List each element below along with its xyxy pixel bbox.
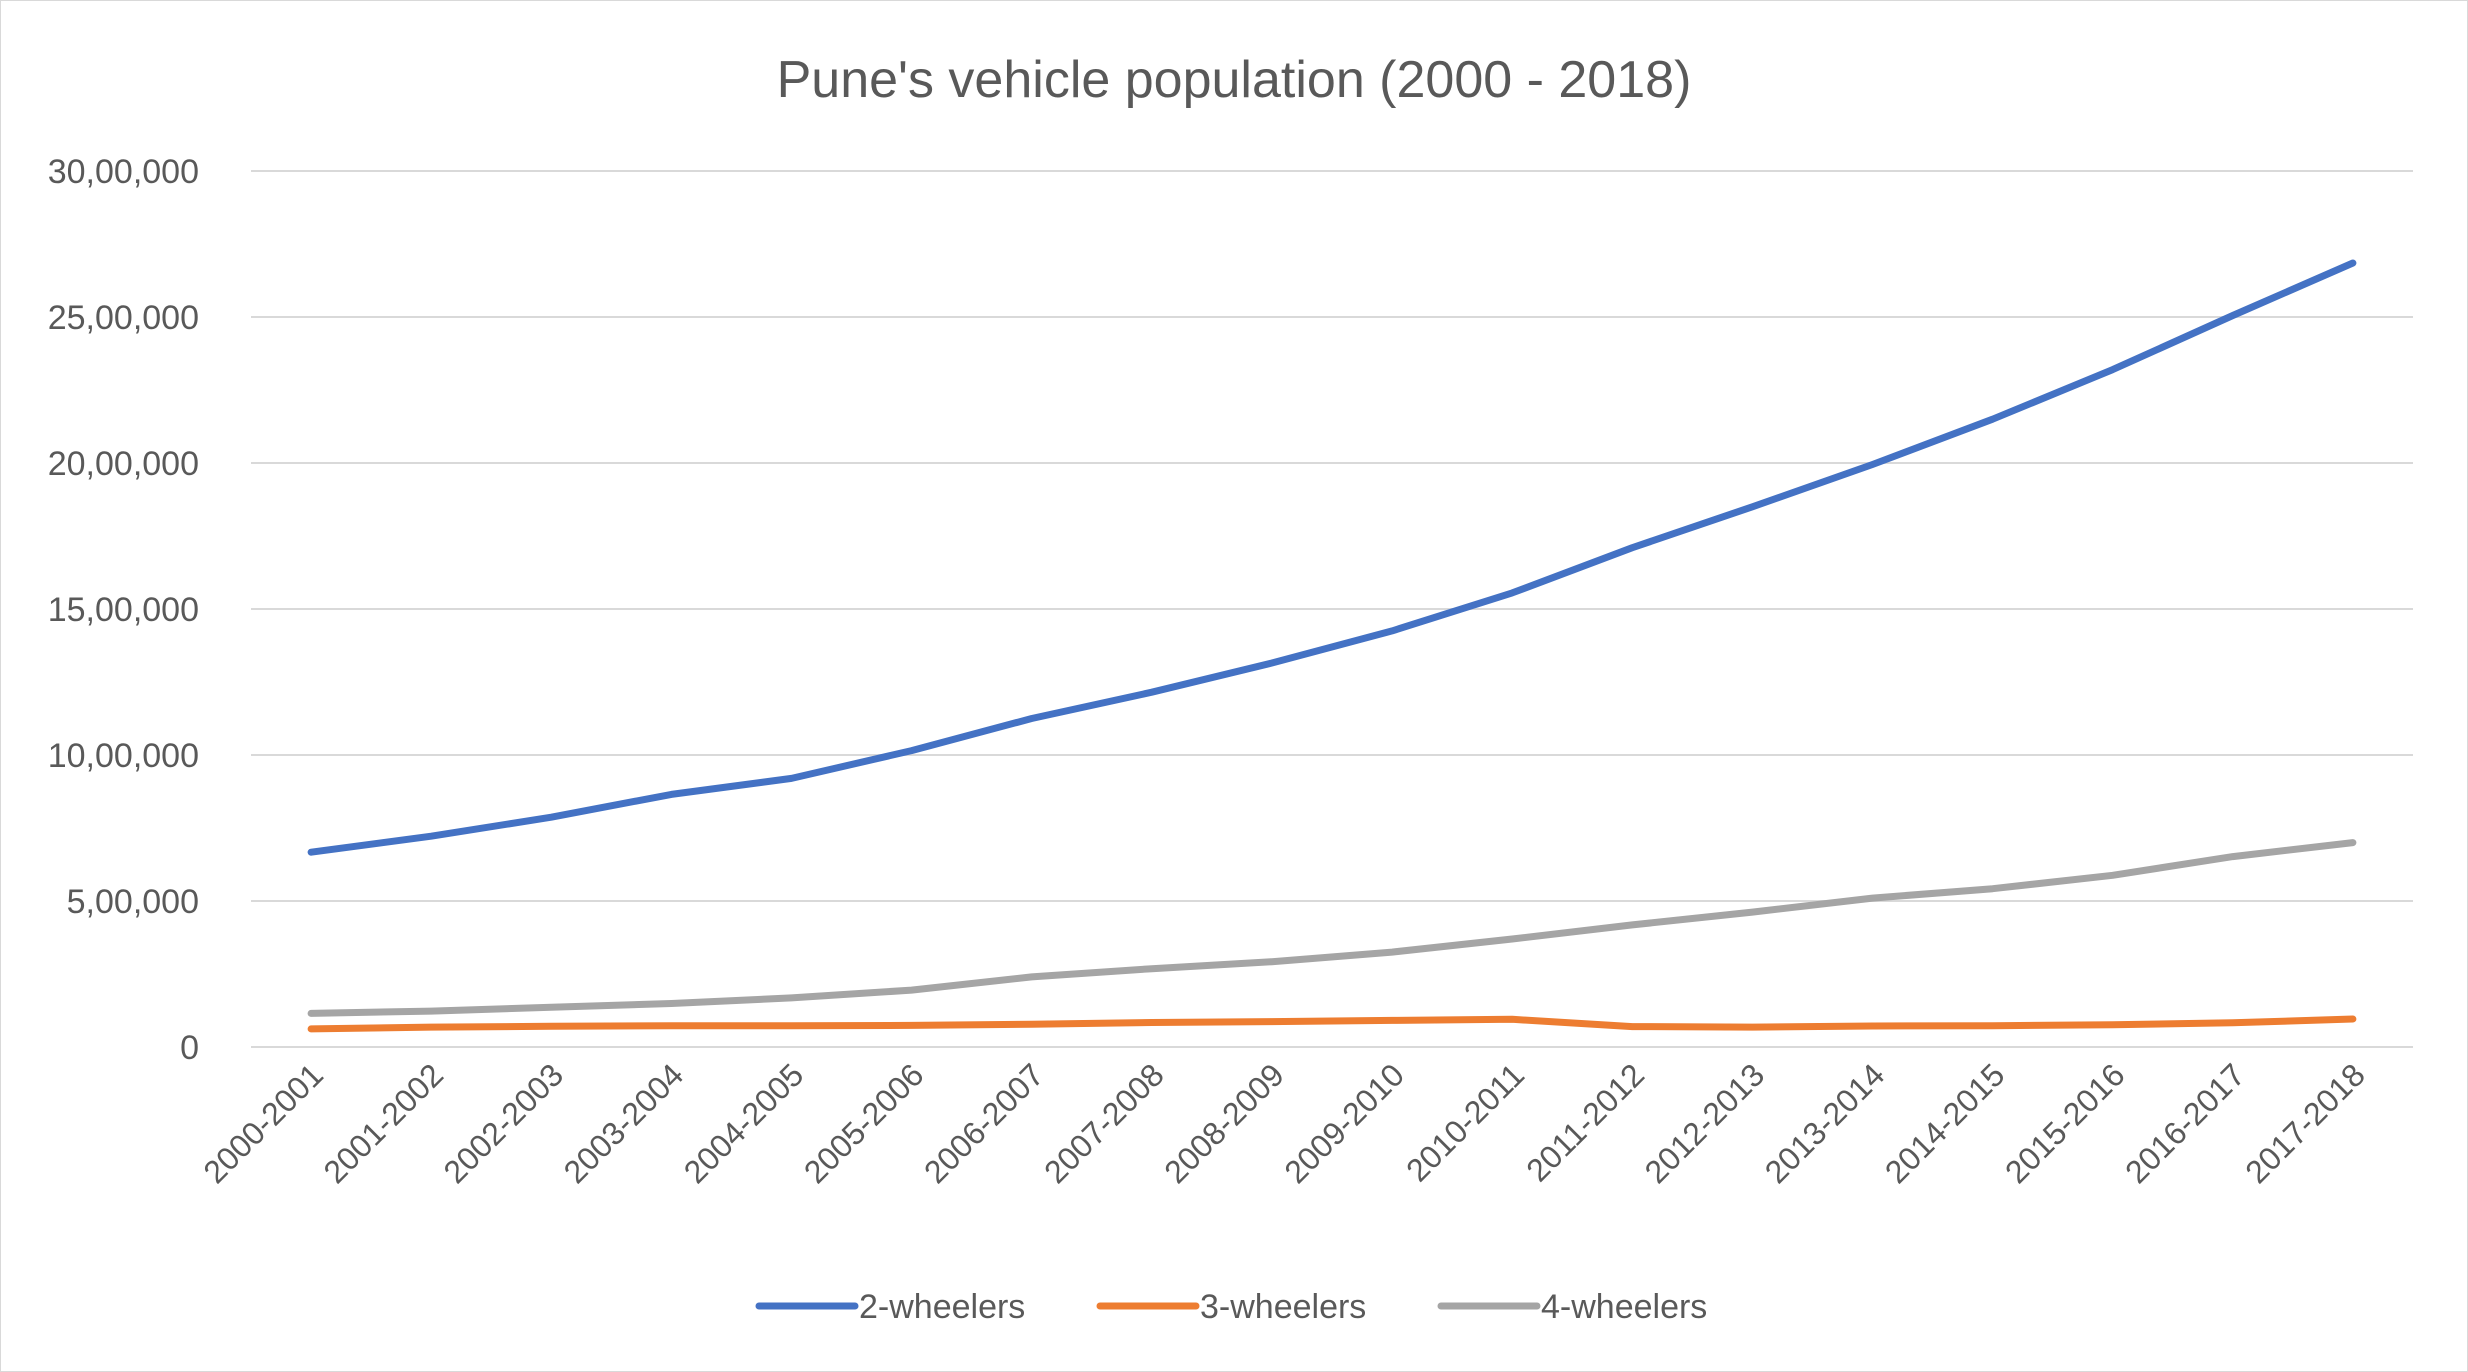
- x-tick-label: 2004-2005: [677, 1056, 811, 1190]
- x-tick-label: 2002-2003: [437, 1056, 571, 1190]
- x-tick-label: 2012-2013: [1638, 1056, 1772, 1190]
- y-tick-label: 5,00,000: [67, 883, 199, 921]
- y-tick-label: 20,00,000: [48, 445, 199, 483]
- x-tick-label: 2000-2001: [196, 1056, 330, 1190]
- x-tick-label: 2007-2008: [1037, 1056, 1171, 1190]
- x-tick-label: 2010-2011: [1399, 1056, 1531, 1188]
- x-tick-label: 2013-2014: [1758, 1056, 1892, 1190]
- x-tick-label: 2014-2015: [1878, 1056, 2012, 1190]
- chart-title: Pune's vehicle population (2000 - 2018): [777, 51, 1692, 109]
- x-tick-label: 2017-2018: [2238, 1056, 2372, 1190]
- x-axis-tick-labels: 2000-20012001-20022002-20032003-20042004…: [196, 1056, 2372, 1190]
- series-line-2-wheelers: [307, 259, 2357, 856]
- y-axis-tick-labels: 0 5,00,000 10,00,000 15,00,000 20,00,000 25,0…: [48, 153, 199, 1067]
- legend-label: 4-wheelers: [1541, 1288, 1707, 1326]
- series-line-4-wheelers: [307, 839, 2357, 1017]
- x-tick-label: 2016-2017: [2118, 1056, 2252, 1190]
- y-tick-label: 10,00,000: [48, 737, 199, 775]
- x-tick-label: 2015-2016: [1998, 1056, 2132, 1190]
- legend-label: 2-wheelers: [859, 1288, 1025, 1326]
- x-tick-label: 2003-2004: [557, 1056, 691, 1190]
- x-tick-label: 2005-2006: [797, 1056, 931, 1190]
- x-tick-label: 2011-2012: [1519, 1056, 1651, 1188]
- y-tick-label: 25,00,000: [48, 299, 199, 337]
- x-tick-label: 2008-2009: [1157, 1056, 1291, 1190]
- series-line-3-wheelers: [307, 1015, 2357, 1033]
- legend: 2-wheelers 3-wheelers 4-wheelers: [755, 1288, 1707, 1326]
- y-tick-label: 15,00,000: [48, 591, 199, 629]
- gridlines: [251, 170, 2413, 1048]
- legend-label: 3-wheelers: [1200, 1288, 1366, 1326]
- x-tick-label: 2009-2010: [1277, 1056, 1411, 1190]
- x-tick-label: 2001-2002: [316, 1056, 450, 1190]
- y-tick-label: 30,00,000: [48, 153, 199, 191]
- y-tick-label: 0: [180, 1029, 199, 1067]
- x-tick-label: 2006-2007: [917, 1056, 1051, 1190]
- series-lines: [307, 259, 2357, 1033]
